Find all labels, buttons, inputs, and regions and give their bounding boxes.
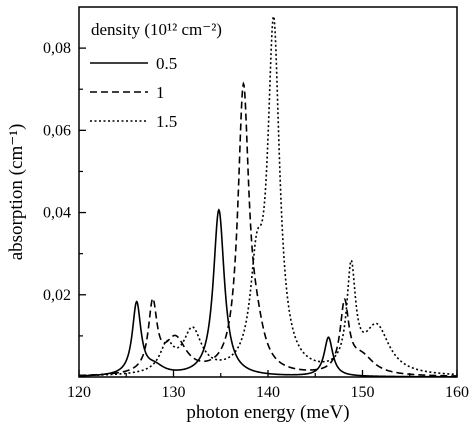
x-tick-label: 130 [162, 384, 186, 401]
x-axis-label: photon energy (meV) [186, 402, 349, 423]
x-axis: 120 130 140 150 160 [67, 370, 469, 401]
y-tick-label: 0,02 [43, 287, 71, 304]
x-tick-label: 140 [256, 384, 280, 401]
y-axis: 0,02 0,04 0,06 0,08 [43, 40, 86, 337]
series-line-1 [78, 81, 458, 377]
x-tick-label: 150 [351, 384, 375, 401]
legend-label-1.5: 1.5 [156, 112, 177, 131]
y-tick-label: 0,06 [43, 122, 71, 139]
legend-label-0.5: 0.5 [156, 54, 177, 73]
plot-lines [78, 14, 458, 378]
x-tick-label: 120 [67, 384, 91, 401]
legend-label-1: 1 [156, 83, 165, 102]
y-tick-label: 0,08 [43, 40, 71, 57]
y-tick-label: 0,04 [43, 205, 71, 222]
x-tick-label: 160 [445, 384, 469, 401]
legend-title: density (10¹² cm⁻²) [91, 20, 222, 39]
series-line-0.5 [78, 208, 457, 378]
legend: density (10¹² cm⁻²) 0.5 1 1.5 [90, 20, 222, 131]
series-line-1.5 [78, 14, 458, 377]
y-axis-label: absorption (cm⁻¹) [6, 124, 27, 261]
